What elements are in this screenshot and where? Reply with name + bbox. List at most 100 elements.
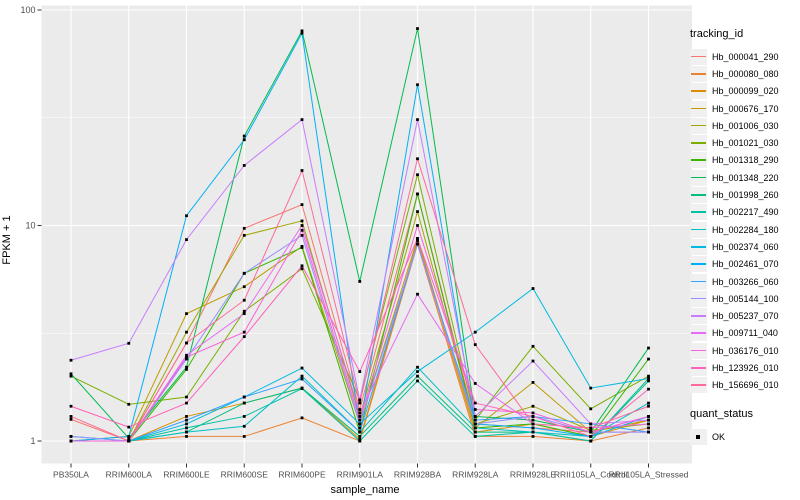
data-point <box>185 395 188 399</box>
legend-key-icon <box>690 204 707 221</box>
data-point <box>300 219 304 223</box>
y-axis-title: FPKM + 1 <box>1 215 13 265</box>
data-point <box>69 439 73 443</box>
legend-entry-label: Hb_003266_060 <box>712 276 779 287</box>
legend-entry: Hb_000080_080 <box>690 65 800 82</box>
data-point <box>647 430 650 434</box>
data-point <box>531 415 535 418</box>
data-point <box>185 401 188 405</box>
data-point <box>242 312 246 316</box>
data-point <box>242 285 246 289</box>
data-point <box>300 246 304 249</box>
data-point <box>185 355 188 359</box>
data-point <box>69 374 73 378</box>
legend-key-icon <box>690 221 707 238</box>
legend-key-icon <box>690 48 707 65</box>
x-tick-label: RRIM600SE <box>221 470 269 480</box>
data-point <box>242 424 246 428</box>
data-point <box>531 287 535 290</box>
data-point <box>242 435 246 438</box>
data-point <box>473 418 477 422</box>
legend-entry-label: Hb_000676_170 <box>712 103 779 114</box>
legend-entry: Hb_001021_030 <box>690 134 800 152</box>
data-point <box>589 430 593 434</box>
data-point <box>185 353 188 357</box>
data-point <box>531 426 535 430</box>
data-point <box>242 309 246 313</box>
legend-quant-status-title: quant_status <box>690 407 753 420</box>
data-point <box>185 426 188 430</box>
data-point <box>358 426 362 430</box>
legend-entry: Hb_036176_010 <box>690 342 800 359</box>
data-point <box>185 365 188 369</box>
legend-entries: Hb_000041_290 Hb_000080_080 Hb_000099_020 H… <box>690 48 800 394</box>
data-point <box>647 422 650 426</box>
legend-key-icon <box>690 135 707 152</box>
data-point <box>531 344 535 348</box>
data-point <box>300 228 304 232</box>
data-point <box>416 118 419 122</box>
data-point <box>358 437 362 441</box>
legend-entry: Hb_003266_060 <box>690 273 800 290</box>
data-point <box>242 138 246 142</box>
data-point <box>647 387 650 391</box>
data-point <box>473 408 477 411</box>
data-point <box>185 418 188 422</box>
data-point <box>242 164 246 167</box>
legend-entry: Hb_002284_180 <box>690 221 800 238</box>
legend-key-icon <box>690 342 707 359</box>
legend-key-icon <box>690 377 707 394</box>
data-point <box>127 402 131 406</box>
x-axis-title: sample_name <box>330 484 400 496</box>
legend-entry-label: Hb_036176_010 <box>712 345 779 356</box>
data-point <box>589 386 593 390</box>
data-point <box>416 173 419 177</box>
data-point <box>127 436 131 440</box>
data-point <box>647 415 650 418</box>
data-point <box>358 280 362 283</box>
data-point <box>358 422 362 426</box>
legend-key-icon <box>690 273 707 290</box>
data-point <box>300 169 304 172</box>
data-point <box>531 430 535 434</box>
legend-entry-label: Hb_002374_060 <box>712 241 779 252</box>
data-point <box>242 401 246 405</box>
legend-entry-label: Hb_000080_080 <box>712 68 779 79</box>
legend-key-icon <box>690 65 707 82</box>
data-point <box>589 426 593 430</box>
data-point <box>647 357 650 361</box>
data-point <box>589 407 593 411</box>
data-point <box>185 435 188 438</box>
data-point <box>358 398 362 402</box>
legend-key-icon <box>690 117 707 134</box>
legend-key-icon <box>690 325 707 342</box>
data-point <box>242 271 246 275</box>
legend-entry-label: Hb_001348_220 <box>712 172 779 183</box>
legend-key-icon <box>690 83 707 100</box>
data-point <box>416 370 419 373</box>
data-point <box>358 401 362 405</box>
data-point <box>358 411 362 415</box>
data-point <box>589 422 593 426</box>
legend-entry: Hb_001998_260 <box>690 186 800 204</box>
x-tick-label: RRIM928LE <box>510 470 557 480</box>
legend-panel: tracking_id Hb_000041_290 Hb_000080_080 Hb… <box>690 28 800 445</box>
data-point <box>127 341 131 345</box>
x-tick-label: RRIM600LA <box>106 470 153 480</box>
x-tick-label: RRIM600LE <box>163 470 210 480</box>
legend-key-icon <box>690 187 707 204</box>
x-tick-label: RRIM600PE <box>278 470 326 480</box>
legend-entry-quant-status: OK <box>690 428 800 445</box>
data-point <box>416 192 419 196</box>
data-point <box>242 134 246 138</box>
legend-entry: Hb_002461_070 <box>690 256 800 273</box>
legend-key-icon <box>690 256 707 273</box>
legend-key-icon <box>690 169 707 186</box>
data-point <box>300 387 304 391</box>
data-point <box>531 404 535 408</box>
data-point <box>416 374 419 378</box>
data-point <box>473 415 477 418</box>
legend-entry-label: Hb_009711_040 <box>712 328 778 339</box>
